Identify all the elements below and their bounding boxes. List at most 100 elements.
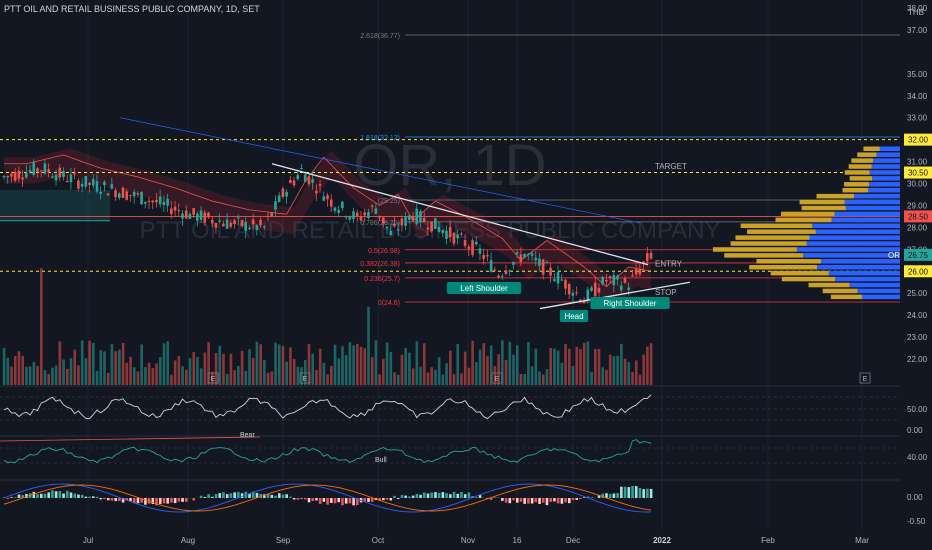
macd-bar <box>504 498 508 503</box>
volume-bar <box>88 340 91 385</box>
volume-bar <box>601 367 605 385</box>
profile-bar-gold <box>857 152 877 157</box>
macd-bar <box>147 498 151 504</box>
momentum-pane: Bull Bear 40.00 <box>0 432 928 464</box>
volume-bar <box>649 343 653 385</box>
macd-bar <box>151 498 155 504</box>
candle-body <box>2 175 6 178</box>
volume-bar <box>482 343 486 385</box>
macd-bar <box>173 498 177 504</box>
macd-bar <box>530 498 534 504</box>
profile-bar-gold <box>849 176 873 181</box>
volume-bar <box>504 360 508 385</box>
macd-bar <box>274 495 277 498</box>
macd-bar <box>478 495 482 498</box>
macd-bar <box>296 498 300 500</box>
symbol-title[interactable]: PTT OIL AND RETAIL BUSINESS PUBLIC COMPA… <box>4 4 260 14</box>
macd-bar <box>575 498 579 500</box>
neckline-up <box>539 281 691 310</box>
candle-body <box>155 199 158 203</box>
macd-bar <box>385 498 389 500</box>
macd-bar <box>553 498 556 502</box>
pattern-label: Right Shoulder <box>604 299 657 308</box>
volume-bar <box>378 374 381 385</box>
macd-bar <box>121 498 125 503</box>
y-tick-label: 22.00 <box>907 355 928 364</box>
macd-bar <box>203 497 207 498</box>
currency-label: THB <box>908 8 924 17</box>
y-tick-label: 25.00 <box>907 289 928 298</box>
profile-bar-gold <box>822 288 858 294</box>
profile-bar-gold <box>712 247 798 252</box>
macd-bar <box>233 492 236 498</box>
candle-body <box>255 225 259 230</box>
candle-body <box>471 240 474 255</box>
time-axis[interactable]: Jul Aug Sep Oct Nov 16 Dec 2022 Feb Mar <box>83 536 869 545</box>
y-tick-label: 28.00 <box>907 223 928 232</box>
volume-bar <box>341 346 344 385</box>
candle-body <box>623 278 627 283</box>
macd-bar <box>95 496 99 498</box>
volume-bar <box>374 340 378 385</box>
macd-bar <box>437 492 441 498</box>
macd-bar <box>47 492 51 498</box>
candle-body <box>482 254 485 260</box>
candle-body <box>385 226 389 229</box>
candle-body <box>103 181 106 186</box>
event-box <box>491 372 503 384</box>
macd-bar <box>382 498 385 501</box>
profile-bar-blue <box>854 193 900 199</box>
macd-bar <box>51 490 54 498</box>
event-label: E <box>863 376 868 383</box>
candle-body <box>497 275 500 278</box>
candle-body <box>645 253 649 262</box>
y-tick-label: 31.00 <box>907 158 928 167</box>
volume-bar <box>255 341 259 385</box>
macd-bar <box>132 498 136 504</box>
profile-bar-blue <box>844 199 900 205</box>
candle-body <box>370 205 374 207</box>
candle-body <box>203 212 207 223</box>
event-label: E <box>495 376 500 383</box>
macd-bar <box>10 497 13 498</box>
profile-bar-gold <box>740 223 813 229</box>
macd-bar <box>467 492 471 498</box>
candle-body <box>445 230 448 240</box>
macd-bar <box>330 498 333 503</box>
candle-body <box>315 190 318 194</box>
x-tick-label: Oct <box>372 536 385 545</box>
macd-bar <box>631 485 634 498</box>
candle-body <box>311 179 314 183</box>
macd-bar <box>58 491 62 498</box>
candle-body <box>58 167 62 178</box>
candle-body <box>359 216 363 221</box>
macd-bar <box>43 493 47 498</box>
profile-bar-blue <box>871 164 900 169</box>
volume-bar <box>523 373 526 385</box>
volume-bar <box>396 374 400 385</box>
macd-bar <box>155 498 158 506</box>
y-tick-label: 38.00 <box>907 4 928 13</box>
profile-bar-gold <box>735 235 810 240</box>
profile-bar-gold <box>781 276 836 282</box>
macd-bar <box>337 498 341 503</box>
volume-bar <box>151 368 155 385</box>
macd-bar <box>248 493 251 498</box>
volume-bar <box>311 353 315 385</box>
candle-body <box>437 226 441 232</box>
candle-body <box>114 190 117 197</box>
macd-bar <box>415 493 419 498</box>
candle-body <box>631 275 634 277</box>
macd-bar <box>426 493 430 498</box>
profile-bar-blue <box>845 205 900 211</box>
volume-bar <box>125 362 129 385</box>
candle-body <box>560 279 564 281</box>
candle-body <box>307 176 311 185</box>
volume-bar <box>356 343 359 385</box>
candle-body <box>638 268 642 275</box>
volume-bar <box>300 367 303 385</box>
price-badge-label: 30.50 <box>908 169 929 178</box>
x-tick-label: Feb <box>761 536 775 545</box>
candle-body <box>541 259 545 275</box>
